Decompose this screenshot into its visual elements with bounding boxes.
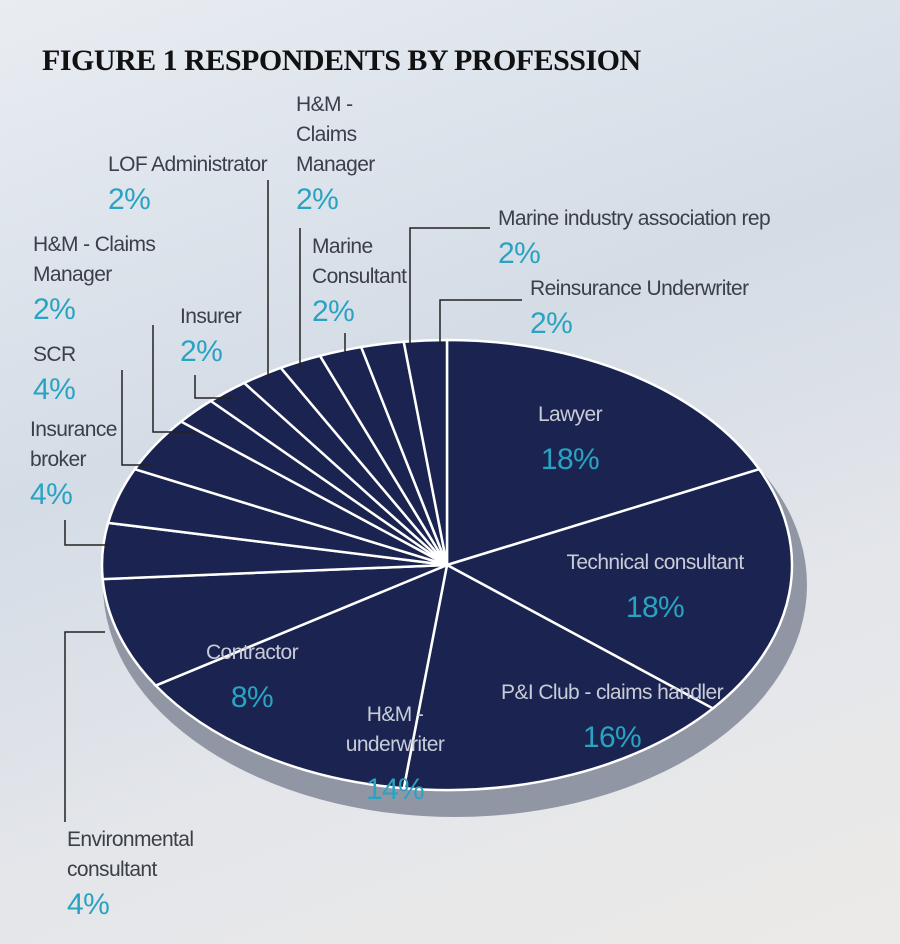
slice-label: Technical consultant 18% [545, 548, 765, 628]
slice-label: P&I Club - claims handler 16% [482, 678, 742, 758]
value-label: 4% [30, 478, 73, 511]
category-label: P&I Club - claims handler [501, 681, 724, 704]
pie-slice [443, 467, 794, 710]
value-label: 2% [33, 293, 76, 326]
value-label: 2% [312, 295, 355, 328]
pie-slice [153, 562, 449, 790]
leader-line [194, 375, 235, 399]
pie-slice [101, 563, 448, 688]
slice-label: Lawyer 18% [510, 400, 630, 480]
category-label: Reinsurance Underwriter [530, 277, 749, 300]
category-label: Marine industry association rep [498, 207, 771, 230]
category-label: Marine Consultant [312, 235, 407, 288]
category-label: Lawyer [537, 403, 603, 426]
value-label: 4% [67, 888, 110, 921]
value-label: 2% [180, 335, 223, 368]
slice-label: SCR 4% [33, 340, 113, 410]
slice-label: Insurance broker 4% [30, 415, 130, 515]
slice-label: H&M - Claims Manager 2% [33, 230, 203, 330]
value-label: 2% [498, 237, 541, 270]
leader-line [439, 299, 522, 345]
value-label: 2% [296, 183, 339, 216]
leader-line [64, 631, 105, 822]
value-label: 2% [530, 307, 573, 340]
value-label: 2% [108, 183, 151, 216]
slice-label: Insurer 2% [180, 302, 260, 372]
slice-label: LOF Administrator 2% [108, 150, 288, 220]
slice-label: H&M - Claims Manager 2% [296, 90, 386, 220]
value-label: 18% [540, 443, 600, 476]
category-label: H&M - underwriter [345, 703, 445, 756]
category-label: Technical consultant [566, 551, 744, 574]
value-label: 18% [625, 591, 685, 624]
leader-line [409, 227, 490, 345]
pie-slice [402, 563, 716, 792]
pie-slice [402, 338, 449, 566]
category-label: SCR [33, 343, 76, 366]
leader-line [121, 370, 152, 466]
category-label: LOF Administrator [108, 153, 268, 176]
value-label: 8% [230, 681, 274, 714]
category-label: Contractor [205, 641, 299, 664]
chart-title: FIGURE 1 RESPONDENTS BY PROFESSION [42, 44, 641, 77]
category-label: Insurer [180, 305, 242, 328]
pie-slice [445, 338, 762, 567]
leader-lines [64, 180, 522, 822]
category-label: Insurance broker [30, 418, 117, 471]
category-label: H&M - Claims Manager [296, 93, 375, 176]
category-label: H&M - Claims Manager [33, 233, 156, 286]
value-label: 4% [33, 373, 76, 406]
slice-label: H&M - underwriter 14% [340, 700, 450, 810]
slice-label: Contractor 8% [182, 638, 322, 718]
value-label: 14% [365, 773, 425, 806]
leader-line [152, 325, 195, 433]
slice-label: Marine Consultant 2% [312, 232, 412, 332]
slice-label: Environmental consultant 4% [67, 825, 217, 925]
value-label: 16% [582, 721, 642, 754]
slice-label: Reinsurance Underwriter 2% [530, 274, 790, 344]
category-label: Environmental consultant [67, 828, 194, 881]
leader-line [64, 520, 110, 546]
slice-label: Marine industry association rep 2% [498, 204, 818, 274]
